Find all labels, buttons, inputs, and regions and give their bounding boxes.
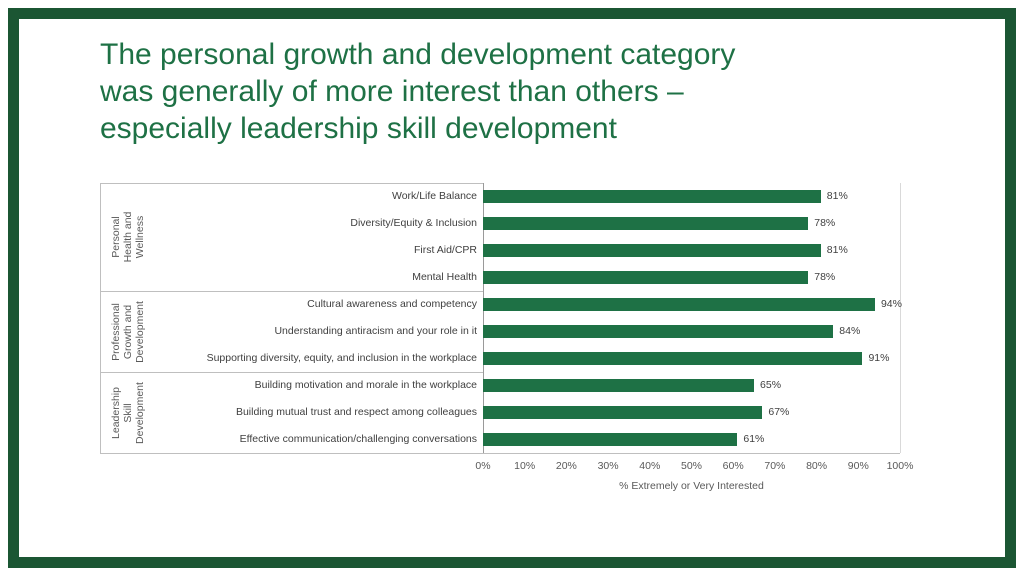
value-label: 61% xyxy=(743,433,765,445)
category-label: Work/Life Balance xyxy=(391,190,477,202)
category-separator-line xyxy=(100,183,483,184)
slide-title-line-3: especially leadership skill development xyxy=(100,112,617,145)
group-label: Leadership Skill Development xyxy=(102,372,154,453)
slide-border-frame xyxy=(8,8,1016,568)
bar xyxy=(483,271,809,284)
x-tick-label: 100% xyxy=(886,460,914,472)
slide-title-line-1: The personal growth and development cate… xyxy=(100,38,736,71)
x-axis-line xyxy=(100,453,900,454)
value-label: 91% xyxy=(868,352,890,364)
plot-right-border-line xyxy=(900,183,901,453)
category-label: Effective communication/challenging conv… xyxy=(239,433,477,445)
x-tick-label: 50% xyxy=(680,460,702,472)
x-tick-label: 70% xyxy=(764,460,786,472)
group-label-text: Personal Health and Wellness xyxy=(110,211,146,263)
value-label: 94% xyxy=(880,298,902,310)
category-label: Supporting diversity, equity, and inclus… xyxy=(206,352,477,364)
category-label: Mental Health xyxy=(412,271,477,283)
bar xyxy=(483,244,821,257)
value-label: 84% xyxy=(839,325,861,337)
bar xyxy=(483,406,763,419)
group-label: Professional Growth and Development xyxy=(102,291,154,372)
value-label: 81% xyxy=(826,190,848,202)
bar xyxy=(483,217,809,230)
category-label: First Aid/CPR xyxy=(413,244,477,256)
category-label: Cultural awareness and competency xyxy=(307,298,477,310)
bar xyxy=(483,433,738,446)
group-label-text: Leadership Skill Development xyxy=(110,381,146,444)
bar xyxy=(483,352,863,365)
category-axis-left-line xyxy=(100,183,101,453)
bar xyxy=(483,379,755,392)
category-label: Building mutual trust and respect among … xyxy=(235,406,477,418)
group-label-text: Professional Growth and Development xyxy=(110,300,147,363)
category-label: Diversity/Equity & Inclusion xyxy=(350,217,477,229)
x-tick-label: 10% xyxy=(514,460,536,472)
x-tick-label: 90% xyxy=(847,460,869,472)
value-axis-line xyxy=(483,183,484,453)
category-label: Building motivation and morale in the wo… xyxy=(254,379,477,391)
value-label: 78% xyxy=(814,271,836,283)
x-tick-label: 80% xyxy=(806,460,828,472)
x-tick-label: 60% xyxy=(722,460,744,472)
bar xyxy=(483,190,821,203)
group-label: Personal Health and Wellness xyxy=(102,183,154,291)
value-label: 65% xyxy=(760,379,782,391)
x-tick-label: 30% xyxy=(597,460,619,472)
category-separator-line xyxy=(100,291,483,292)
bar-chart: Personal Health and Wellness Professional… xyxy=(100,183,913,513)
value-label: 81% xyxy=(826,244,848,256)
x-tick-label: 20% xyxy=(555,460,577,472)
category-label: Understanding antiracism and your role i… xyxy=(274,325,477,337)
bar xyxy=(483,325,834,338)
value-label: 67% xyxy=(768,406,790,418)
slide-title-line-2: was generally of more interest than othe… xyxy=(100,75,684,108)
category-separator-line xyxy=(100,372,483,373)
slide-title: The personal growth and development cate… xyxy=(100,36,980,147)
x-axis-title: % Extremely or Very Interested xyxy=(619,480,764,492)
x-tick-label: 40% xyxy=(639,460,661,472)
x-tick-label: 0% xyxy=(475,460,491,472)
bar xyxy=(483,298,875,311)
value-label: 78% xyxy=(814,217,836,229)
